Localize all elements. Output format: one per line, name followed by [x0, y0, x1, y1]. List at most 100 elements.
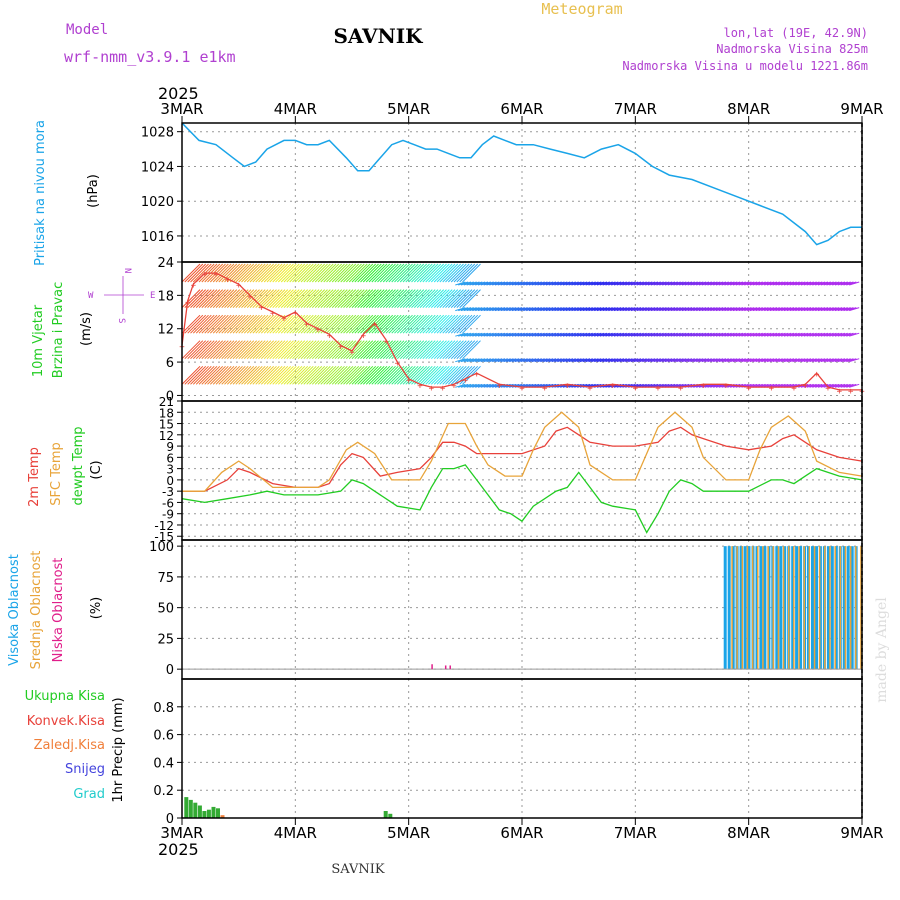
wind-barb: [207, 289, 226, 308]
wind-barb: [659, 358, 670, 363]
top-day-label: 4MAR: [274, 100, 317, 118]
wind-barb: [249, 314, 269, 334]
wind-barb: [323, 289, 343, 308]
wind-barb: [786, 332, 797, 337]
wind-barb: [713, 358, 724, 363]
wind-barb: [741, 307, 752, 312]
wind-barb: [613, 383, 625, 388]
wind-barb: [803, 307, 814, 312]
precip-ytick-label: 0.2: [153, 784, 174, 799]
wind-barb: [447, 263, 467, 283]
wind-barb: [343, 263, 362, 283]
wind-barb: [320, 263, 340, 283]
wind-barb: [292, 263, 311, 283]
wind-barb: [628, 358, 639, 363]
wind-barb: [769, 307, 780, 312]
wind-barb: [565, 307, 576, 312]
wind-barb: [812, 281, 823, 286]
wind-barb: [246, 263, 266, 283]
wind-barb: [840, 358, 851, 363]
wind-barb: [565, 332, 576, 337]
wind-barb: [201, 289, 221, 308]
legend-snow: Snijeg: [65, 762, 105, 777]
wind-barb: [246, 340, 266, 360]
wind-speed-marker: +: [848, 387, 854, 397]
wind-barb: [328, 263, 348, 283]
high-cloud-ylabel: Visoka Oblacnost: [7, 554, 22, 666]
wind-barb: [272, 340, 292, 360]
wind-barb: [647, 281, 659, 286]
wind-barb: [433, 340, 453, 360]
wind-barb: [659, 307, 670, 312]
wind-barb: [599, 358, 610, 363]
wind-barb: [266, 263, 286, 283]
wind-barb: [820, 332, 831, 337]
dewpt-line: [181, 464, 863, 534]
high-cloud-bar: [842, 546, 846, 670]
wind-barb: [413, 289, 433, 308]
wind-barb: [379, 263, 399, 283]
wind-barb: [834, 383, 846, 388]
mid-cloud-bar: [746, 546, 749, 670]
wind-barb: [653, 358, 664, 363]
wind-barb: [645, 358, 656, 363]
wind-barb: [391, 263, 411, 283]
wind-barb: [577, 358, 588, 363]
wind-barb: [616, 307, 627, 312]
wind-barb: [294, 263, 314, 283]
wind-barb: [195, 340, 215, 360]
wind-barb: [258, 340, 277, 360]
wind-barb: [489, 383, 500, 388]
wind-barb: [436, 340, 456, 360]
wind-barb: [483, 281, 494, 286]
wind-barb: [517, 358, 528, 363]
wind-barb: [795, 332, 806, 337]
wind-barb: [357, 340, 377, 360]
wind-barb: [445, 340, 464, 360]
wind-barb: [382, 289, 402, 308]
wind-barb: [447, 365, 467, 385]
wind-barb: [633, 281, 644, 286]
wind-speed-marker: +: [825, 384, 831, 394]
wind-barb: [368, 340, 388, 360]
wind-barb: [399, 340, 419, 360]
wind-barb: [277, 289, 297, 308]
wind-barb: [314, 289, 334, 308]
wind-barb: [439, 289, 459, 308]
wind-barb: [758, 358, 769, 363]
wind-barb: [255, 340, 275, 360]
wind-barb: [509, 358, 520, 363]
wind-speed-marker: +: [565, 381, 571, 391]
wind-barb: [258, 263, 277, 283]
wind-barb: [605, 307, 616, 312]
wind-barb: [772, 332, 783, 337]
wind-barb: [494, 307, 506, 312]
temperature-ytick-label: -15: [154, 530, 174, 544]
wind-barb: [269, 314, 289, 334]
wind-barb: [379, 365, 399, 385]
wind-barb: [394, 340, 413, 360]
sfc-ylabel: SFC Temp: [49, 442, 64, 506]
wind-barb: [599, 332, 610, 337]
wind-barb: [357, 365, 377, 385]
wind-barb: [351, 289, 371, 308]
pressure-ylabel: Pritisak na nivou mora: [33, 120, 48, 266]
wind-barb: [639, 307, 650, 312]
wind-barb: [283, 340, 303, 360]
wind-barb: [382, 340, 402, 360]
wind-barb: [704, 358, 715, 363]
wind-barb: [531, 358, 542, 363]
wind-barb: [667, 358, 678, 363]
wind-barb: [849, 358, 860, 363]
wind-barb: [207, 365, 226, 385]
wind-barb: [433, 365, 453, 385]
wind-barb: [619, 358, 630, 363]
wind-barb: [314, 314, 334, 334]
wind-ytick-label: 18: [157, 289, 174, 304]
wind-barb: [749, 332, 761, 337]
wind-barb: [337, 365, 357, 385]
wind-barb: [241, 289, 260, 308]
wind-barb: [647, 307, 659, 312]
wind-barb: [320, 314, 340, 334]
wind-barb: [834, 307, 846, 312]
